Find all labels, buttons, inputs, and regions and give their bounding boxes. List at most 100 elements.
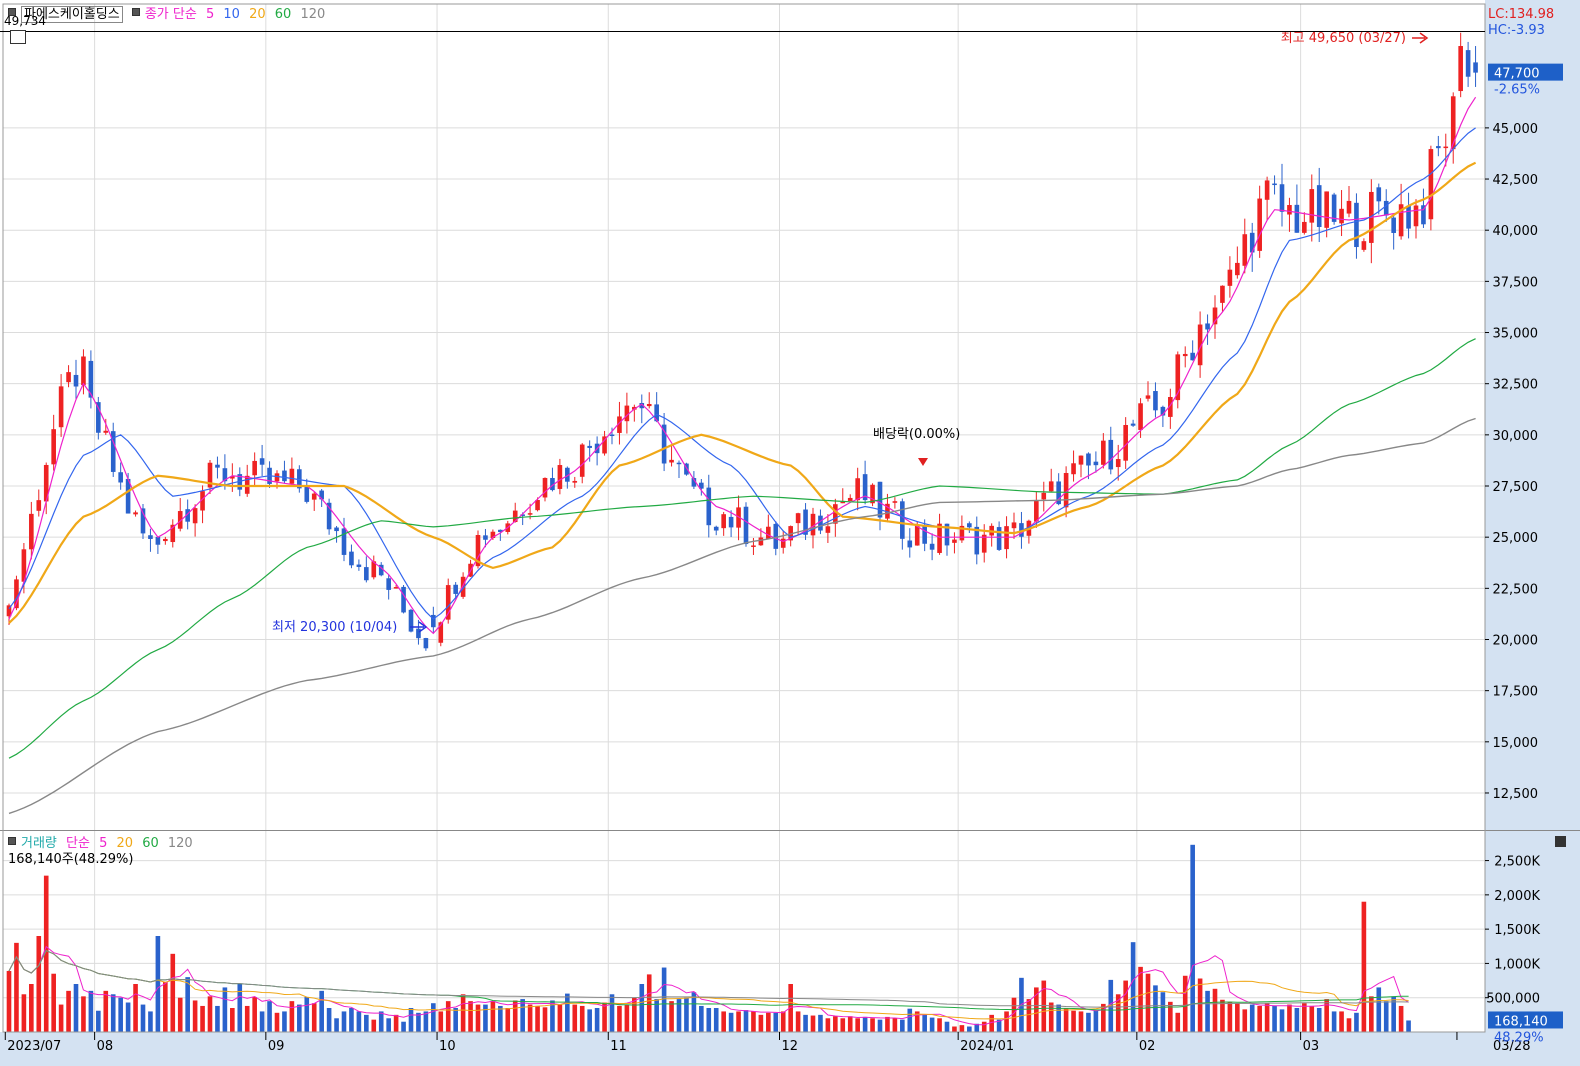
candle-body [981, 534, 987, 553]
volume-ma-lines [8, 945, 1409, 1026]
volume-bar [617, 1005, 622, 1032]
candle-body [1473, 62, 1478, 73]
candle-body [1361, 241, 1367, 250]
volume-tick-label: 500,000 [1486, 992, 1540, 1007]
volume-bar [6, 970, 12, 1032]
high-arrow-icon [1412, 32, 1429, 44]
legend-square-icon[interactable] [8, 8, 16, 16]
candle-body [371, 561, 377, 578]
candle-body [617, 416, 622, 433]
candle-body [684, 463, 689, 475]
candle-body [408, 609, 414, 632]
volume-bar [691, 992, 697, 1032]
candle-body [274, 473, 280, 482]
volume-bar [1011, 997, 1017, 1032]
candle-body [535, 499, 540, 511]
volume-bar [438, 1011, 444, 1032]
candle-body [29, 513, 34, 550]
candle-body [1421, 205, 1426, 225]
candle-body [1294, 204, 1300, 233]
candle-body [1168, 397, 1173, 417]
volume-bar [959, 1025, 965, 1032]
volume-bar [289, 1001, 295, 1032]
candle-body [58, 386, 64, 428]
candle-body [51, 429, 56, 465]
volume-bar [892, 1018, 898, 1032]
volume-bar [1153, 985, 1158, 1032]
volume-bar [728, 1012, 734, 1032]
x-axis-panel [0, 1032, 1580, 1066]
volume-bar [587, 1009, 592, 1032]
volume-bar [1227, 1001, 1233, 1032]
candle-body [1205, 323, 1210, 330]
grid-toggle-icon[interactable] [10, 30, 26, 44]
volume-bar [505, 1008, 511, 1032]
volume-bar [1324, 999, 1329, 1032]
volume-bar [1123, 980, 1128, 1032]
candle-body [393, 587, 399, 589]
volume-bar [1391, 996, 1396, 1032]
volume-bar [699, 1005, 704, 1032]
candle-body [929, 543, 935, 550]
volume-bar [1242, 1009, 1248, 1032]
candle-body [840, 501, 846, 504]
candle-body [520, 514, 525, 516]
volume-bar [780, 1011, 786, 1032]
volume-tick-label: 1,000K [1494, 957, 1540, 972]
volume-bar [1287, 1004, 1292, 1032]
legend-square-icon[interactable] [8, 837, 16, 845]
candle-body [654, 404, 659, 422]
candle-body [445, 585, 451, 620]
candle-body [1465, 50, 1471, 77]
volume-bar [88, 990, 94, 1032]
volume-bar [133, 984, 138, 1032]
candle-body [900, 501, 905, 539]
volume-bar [684, 997, 689, 1032]
volume-bar [1138, 966, 1143, 1032]
candle-body [602, 436, 607, 454]
candle-body [1249, 232, 1255, 253]
pane-resize-icon[interactable] [1555, 836, 1566, 847]
volume-bar [319, 990, 324, 1032]
volume-bar [1101, 1003, 1106, 1032]
volume-legend: 거래량 단순 5 20 60 120 [8, 836, 198, 852]
candle-body [490, 531, 496, 539]
volume-bar [185, 977, 190, 1032]
candle-body [1160, 406, 1166, 416]
volume-bar [393, 1014, 399, 1032]
candle-body [669, 459, 674, 463]
candle-body [1324, 191, 1329, 228]
volume-bar [654, 999, 659, 1032]
volume-bar [795, 1011, 801, 1032]
volume-bar [170, 953, 176, 1032]
candle-body [855, 478, 860, 501]
volume-bar [490, 1001, 496, 1032]
volume-bar [1056, 1004, 1061, 1032]
candle-body [1309, 189, 1315, 223]
candle-body [1242, 234, 1248, 266]
price-legend: 파에스케이홀딩스 종가 단순 5 10 20 60 120 [8, 6, 330, 23]
ma-period-60: 60 [274, 7, 292, 22]
candle-body [974, 526, 980, 555]
volume-bar [230, 1008, 235, 1032]
candle-body [431, 614, 436, 628]
volume-bar [572, 1004, 578, 1032]
candle-body [1123, 425, 1128, 461]
candle-body [244, 475, 250, 494]
candle-body [423, 638, 429, 649]
volume-bar [944, 1021, 950, 1032]
volume-bar [96, 1010, 101, 1032]
volume-bar [498, 1005, 503, 1032]
volume-bar [1369, 996, 1374, 1032]
candle-body [304, 486, 310, 502]
volume-bar [103, 990, 109, 1032]
candle-body [326, 502, 332, 530]
volume-bar [1212, 988, 1218, 1032]
volume-bar [989, 1014, 994, 1032]
volume-bar [527, 1004, 533, 1032]
legend-square-icon[interactable] [131, 8, 140, 16]
stock-name: 파에스케이홀딩스 [21, 6, 123, 23]
volume-current-value: 168,140 [1494, 1014, 1548, 1029]
candle-body [803, 509, 808, 535]
x-tick-label: 02 [1139, 1039, 1156, 1054]
